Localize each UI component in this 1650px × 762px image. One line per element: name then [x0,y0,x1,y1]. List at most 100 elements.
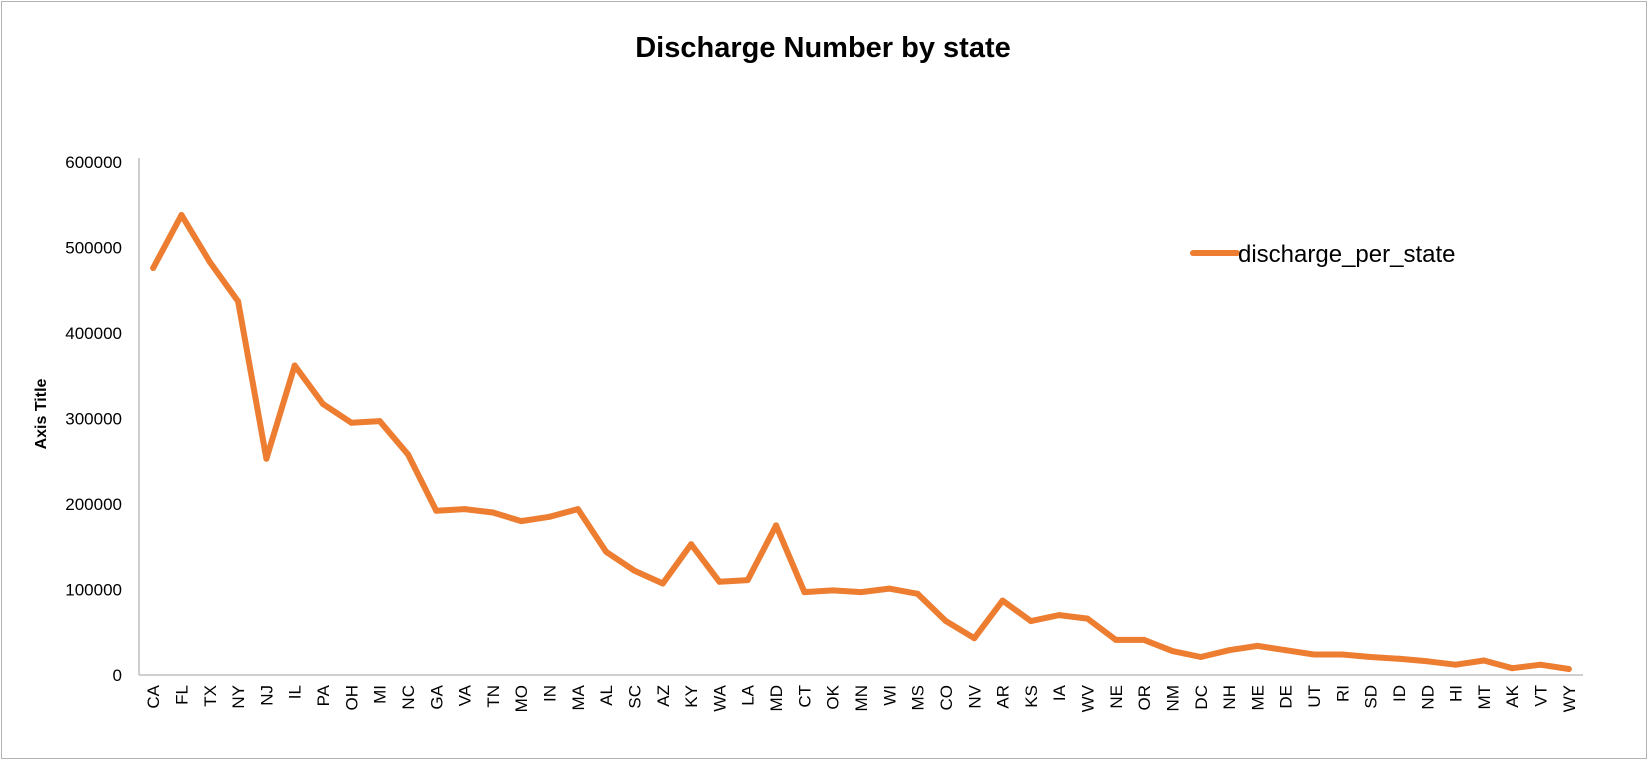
x-tick-label: MO [512,685,531,712]
data-point [1141,636,1148,643]
data-point [405,451,411,458]
data-point [1424,658,1431,665]
x-tick-label: MA [569,684,588,710]
data-point [1396,655,1402,662]
x-tick-label: IL [286,685,305,699]
data-point [574,506,581,513]
legend-label: discharge_per_state [1238,241,1455,268]
x-tick-label: NC [399,685,418,710]
data-point [320,401,326,407]
y-tick-label: 500000 [65,239,122,258]
x-tick-label: IA [1050,684,1069,701]
data-point [1254,642,1261,649]
data-point [1282,647,1289,654]
x-tick-label: ME [1248,685,1267,711]
data-point [1509,665,1516,672]
data-point [829,587,836,594]
x-tick-label: PA [314,684,333,706]
y-tick-label: 100000 [65,581,122,600]
x-tick-label: OK [824,684,843,709]
data-point [914,590,921,597]
data-point [1537,661,1544,668]
x-tick-label: WY [1560,685,1579,712]
data-point [744,577,751,584]
x-tick-label: NE [1107,685,1126,709]
data-point [1311,651,1317,658]
data-point [150,265,157,271]
data-point [546,513,553,520]
data-point [858,589,864,596]
x-tick-label: OH [342,685,361,711]
data-point [235,298,242,305]
x-tick-label: OR [1135,685,1154,711]
x-tick-label: WV [1079,684,1098,712]
data-point [206,259,213,265]
data-point [999,597,1006,604]
data-point [1339,651,1346,658]
x-tick-label: FL [172,685,191,705]
data-point [1027,618,1034,625]
series-group [150,212,1572,672]
data-point [376,418,383,425]
x-tick-label: NY [229,685,248,709]
data-point [433,507,440,514]
data-point [603,548,610,555]
x-tick-label: AK [1503,684,1522,707]
y-axis-title: Axis Title [33,378,50,449]
data-point [461,506,468,513]
x-tick-label: IN [541,685,560,702]
x-tick-label: KS [1022,685,1041,708]
data-point [1565,666,1572,672]
data-point [1169,648,1176,655]
x-tick-label: CT [795,685,814,708]
data-point [291,362,298,369]
data-point [1197,654,1204,660]
x-tick-label: MI [371,685,390,704]
data-point [971,635,978,642]
data-point [659,580,666,587]
x-tick-label: TN [484,685,503,708]
x-tick-label: DE [1277,685,1296,709]
series-line [150,212,1572,672]
data-point [1084,615,1091,622]
x-tick-label: WA [710,684,729,711]
y-ticks: 0 100000 200000 300000 400000 500000 600000 [65,153,122,685]
data-point [348,419,355,426]
x-tick-label: VA [456,684,475,706]
data-point [886,585,893,592]
data-point [518,518,525,525]
x-tick-label: TX [201,685,220,707]
x-tick-label: NM [1163,685,1182,711]
x-tick-label: KY [682,685,701,708]
x-ticks: CA FL TX NY NJ IL PA OH MI NC GA VA TN MO IN MA AL SC AZ KY… [144,684,1579,712]
x-tick-label: NH [1220,685,1239,710]
x-tick-label: DC [1192,685,1211,710]
data-point [489,509,496,516]
data-point [178,212,185,218]
x-tick-label: MN [852,685,871,711]
data-point [773,522,780,529]
y-tick-label: 600000 [65,153,122,172]
y-tick-label: 300000 [65,410,122,429]
y-tick-label: 400000 [65,324,122,343]
data-point [716,578,723,585]
y-tick-label: 0 [113,666,122,685]
x-tick-label: CA [144,684,163,708]
data-point [942,618,949,625]
legend: discharge_per_state [1190,241,1455,268]
x-tick-label: LA [739,684,758,705]
x-tick-label: UT [1305,685,1324,708]
x-tick-label: ND [1418,685,1437,710]
x-tick-label: MS [909,685,928,711]
data-point [688,541,695,548]
x-tick-label: WI [880,685,899,706]
x-tick-label: GA [427,684,446,709]
x-tick-label: MT [1475,685,1494,710]
x-tick-label: SC [625,685,644,709]
x-tick-label: HI [1447,685,1466,702]
data-point [1452,661,1459,668]
x-tick-label: CO [937,685,956,711]
x-tick-label: NV [965,684,984,708]
